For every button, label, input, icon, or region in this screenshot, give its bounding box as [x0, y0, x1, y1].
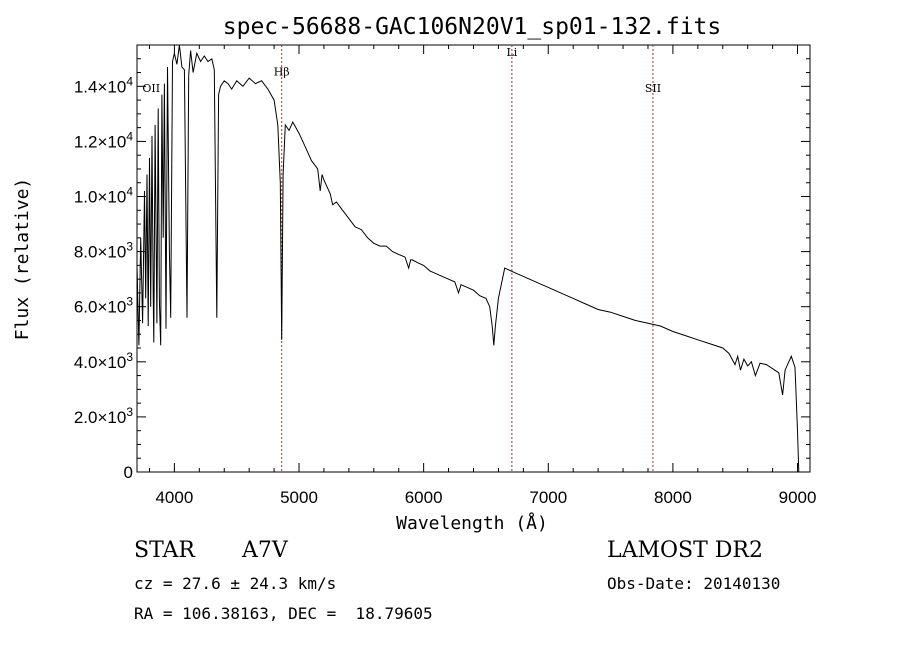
- y-tick-label: 0: [124, 463, 133, 482]
- line-label-sii: SII: [645, 82, 661, 95]
- y-axis-label: Flux (relative): [12, 178, 33, 341]
- y-tick-label: 1.2×104: [74, 129, 133, 151]
- line-label-oii: OII: [142, 82, 160, 95]
- y-tick-label: 4.0×103: [74, 350, 133, 372]
- x-tick-label: 4000: [155, 488, 193, 507]
- object-type: STAR: [134, 538, 195, 563]
- x-tick-label: 7000: [529, 488, 567, 507]
- y-tick-label: 2.0×103: [74, 405, 133, 427]
- obs-date: Obs-Date: 20140130: [607, 574, 781, 593]
- spectrum-line: [136, 44, 800, 473]
- x-axis-label: Wavelength (Å): [396, 512, 548, 534]
- line-label-hβ: Hβ: [274, 65, 290, 78]
- x-tick-label: 8000: [654, 488, 692, 507]
- coordinates: RA = 106.38163, DEC = 18.79605: [134, 604, 433, 623]
- y-tick-label: 8.0×103: [74, 240, 133, 262]
- line-label-li: Li: [506, 46, 517, 59]
- y-tick-label: 1.4×104: [74, 74, 133, 96]
- x-tick-label: 5000: [280, 488, 318, 507]
- x-tick-label: 6000: [405, 488, 443, 507]
- y-tick-label: 1.0×104: [74, 185, 133, 207]
- plot-area: 4000 5000 6000 7000 8000 9000 0 2.0×103 4.0×103 6…: [74, 44, 817, 507]
- x-tick-label: 9000: [779, 488, 817, 507]
- object-subclass: A7V: [242, 538, 288, 563]
- chart-title: spec-56688-GAC106N20V1_sp01-132.fits: [223, 14, 722, 40]
- redshift-value: cz = 27.6 ± 24.3 km/s: [134, 574, 337, 593]
- y-tick-label: 6.0×103: [74, 295, 133, 317]
- survey-name: LAMOST DR2: [607, 538, 763, 563]
- plot-frame: [136, 44, 811, 473]
